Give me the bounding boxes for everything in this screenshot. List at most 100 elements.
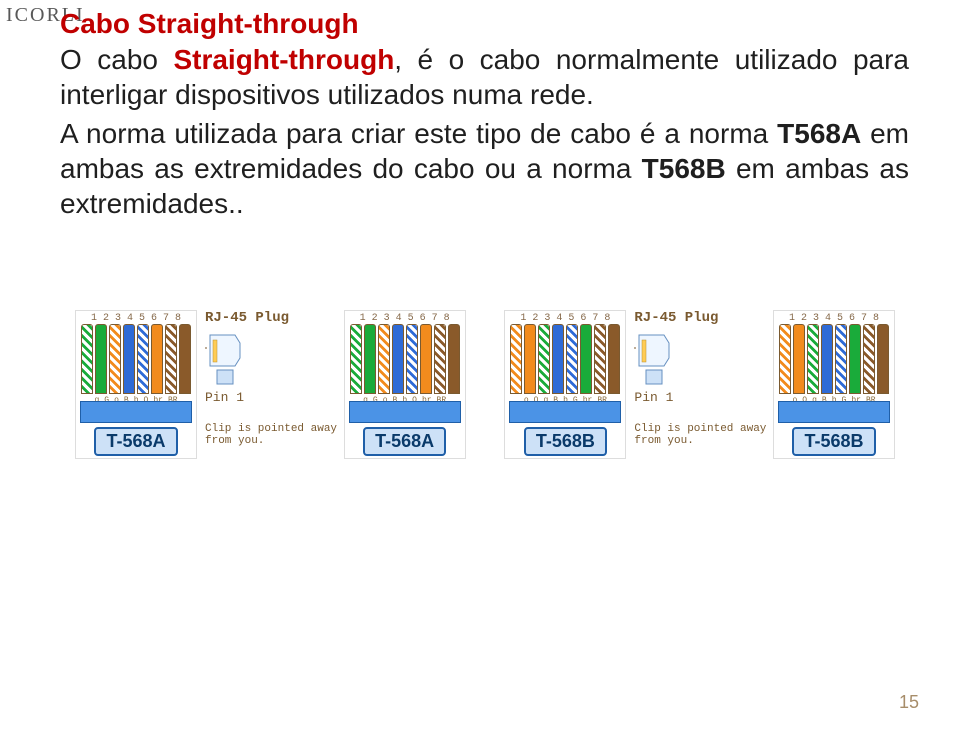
plug-base (80, 401, 192, 423)
pin-num: 7 (430, 313, 440, 324)
wire (510, 324, 522, 394)
wire (165, 324, 177, 394)
plug-568a-right: 12345678 gGoBbObrBR T-568A (344, 310, 466, 459)
wire (406, 324, 418, 394)
wire (821, 324, 833, 394)
plug-568b-left: 12345678 oOgBbGbrBR T-568B (504, 310, 626, 459)
wire (81, 324, 93, 394)
wire (179, 324, 191, 394)
wire (364, 324, 376, 394)
paragraph-1: O cabo Straight-through, é o cabo normal… (60, 42, 909, 112)
wire (137, 324, 149, 394)
rj-legend: RJ-45 Plug Pin 1 Clip is pointed away fr… (205, 310, 338, 447)
wire (863, 324, 875, 394)
wire (566, 324, 578, 394)
page-number: 15 (899, 692, 919, 713)
pin-num: 1 (358, 313, 368, 324)
pin-num: 6 (149, 313, 159, 324)
pin-num: 2 (799, 313, 809, 324)
wire (392, 324, 404, 394)
pin-num: 3 (542, 313, 552, 324)
pin-num: 3 (811, 313, 821, 324)
rj45-plug-icon (634, 330, 674, 390)
p2-b2: T568B (642, 153, 726, 184)
p1-lead: O cabo (60, 44, 173, 75)
pin-num: 8 (442, 313, 452, 324)
wire-colors (779, 324, 889, 394)
pin-num: 4 (125, 313, 135, 324)
p2-tail: . (236, 188, 244, 219)
pin-numbers: 12345678 (518, 313, 612, 324)
plug-base (349, 401, 461, 423)
pin-num: 5 (137, 313, 147, 324)
plug-base (509, 401, 621, 423)
plug-568b-right: 12345678 oOgBbGbrBR T-568B (773, 310, 895, 459)
wire (109, 324, 121, 394)
pin-num: 8 (871, 313, 881, 324)
wire (434, 324, 446, 394)
wire (420, 324, 432, 394)
pin-num: 5 (566, 313, 576, 324)
wire (849, 324, 861, 394)
pin-num: 2 (101, 313, 111, 324)
pin-num: 8 (602, 313, 612, 324)
wire-colors (510, 324, 620, 394)
pin1-label: Pin 1 (205, 390, 244, 405)
pin-num: 4 (823, 313, 833, 324)
std-label-568b: T-568B (792, 427, 875, 456)
wire (793, 324, 805, 394)
wire (350, 324, 362, 394)
pin-num: 4 (554, 313, 564, 324)
pin-num: 2 (530, 313, 540, 324)
rj-legend: RJ-45 Plug Pin 1 Clip is pointed away fr… (634, 310, 767, 447)
rj45-plug-icon (205, 330, 245, 390)
std-label-568a: T-568A (94, 427, 177, 456)
pin-num: 1 (89, 313, 99, 324)
wire (151, 324, 163, 394)
pin-num: 7 (161, 313, 171, 324)
row-568a: 12345678 gGoBbObrBR T-568A RJ-45 Plug Pi… (75, 310, 895, 459)
pin-num: 8 (173, 313, 183, 324)
clip-label: Clip is pointed away from you. (634, 423, 767, 447)
p1-key: Straight-through (173, 44, 394, 75)
wire (552, 324, 564, 394)
pin-num: 2 (370, 313, 380, 324)
wire (123, 324, 135, 394)
wire (779, 324, 791, 394)
p2-lead: A norma utilizada para criar este tipo d… (60, 118, 777, 149)
p2-b1: T568A (777, 118, 861, 149)
wire (538, 324, 550, 394)
slide-content: Cabo Straight-through O cabo Straight-th… (60, 8, 909, 225)
wire (378, 324, 390, 394)
wire (807, 324, 819, 394)
pin-num: 7 (590, 313, 600, 324)
pin-num: 7 (859, 313, 869, 324)
wire-colors (81, 324, 191, 394)
pin-numbers: 12345678 (358, 313, 452, 324)
pin-numbers: 12345678 (89, 313, 183, 324)
std-label-568a: T-568A (363, 427, 446, 456)
pin-num: 1 (787, 313, 797, 324)
wire-colors (350, 324, 460, 394)
rj45-label: RJ-45 Plug (205, 310, 289, 326)
wire (95, 324, 107, 394)
pin-num: 6 (418, 313, 428, 324)
slide-title: Cabo Straight-through (60, 8, 909, 40)
paragraph-2: A norma utilizada para criar este tipo d… (60, 116, 909, 221)
wire (448, 324, 460, 394)
pin-num: 6 (847, 313, 857, 324)
pin-num: 6 (578, 313, 588, 324)
wire (835, 324, 847, 394)
pin-numbers: 12345678 (787, 313, 881, 324)
pin-num: 3 (382, 313, 392, 324)
pin-num: 5 (406, 313, 416, 324)
rj45-label: RJ-45 Plug (634, 310, 718, 326)
plug-568a-left: 12345678 gGoBbObrBR T-568A (75, 310, 197, 459)
wire (524, 324, 536, 394)
pin-num: 3 (113, 313, 123, 324)
pin-num: 5 (835, 313, 845, 324)
pin-num: 4 (394, 313, 404, 324)
pin-num: 1 (518, 313, 528, 324)
std-label-568b: T-568B (524, 427, 607, 456)
diagram-area: 12345678 gGoBbObrBR T-568A RJ-45 Plug Pi… (75, 310, 895, 477)
